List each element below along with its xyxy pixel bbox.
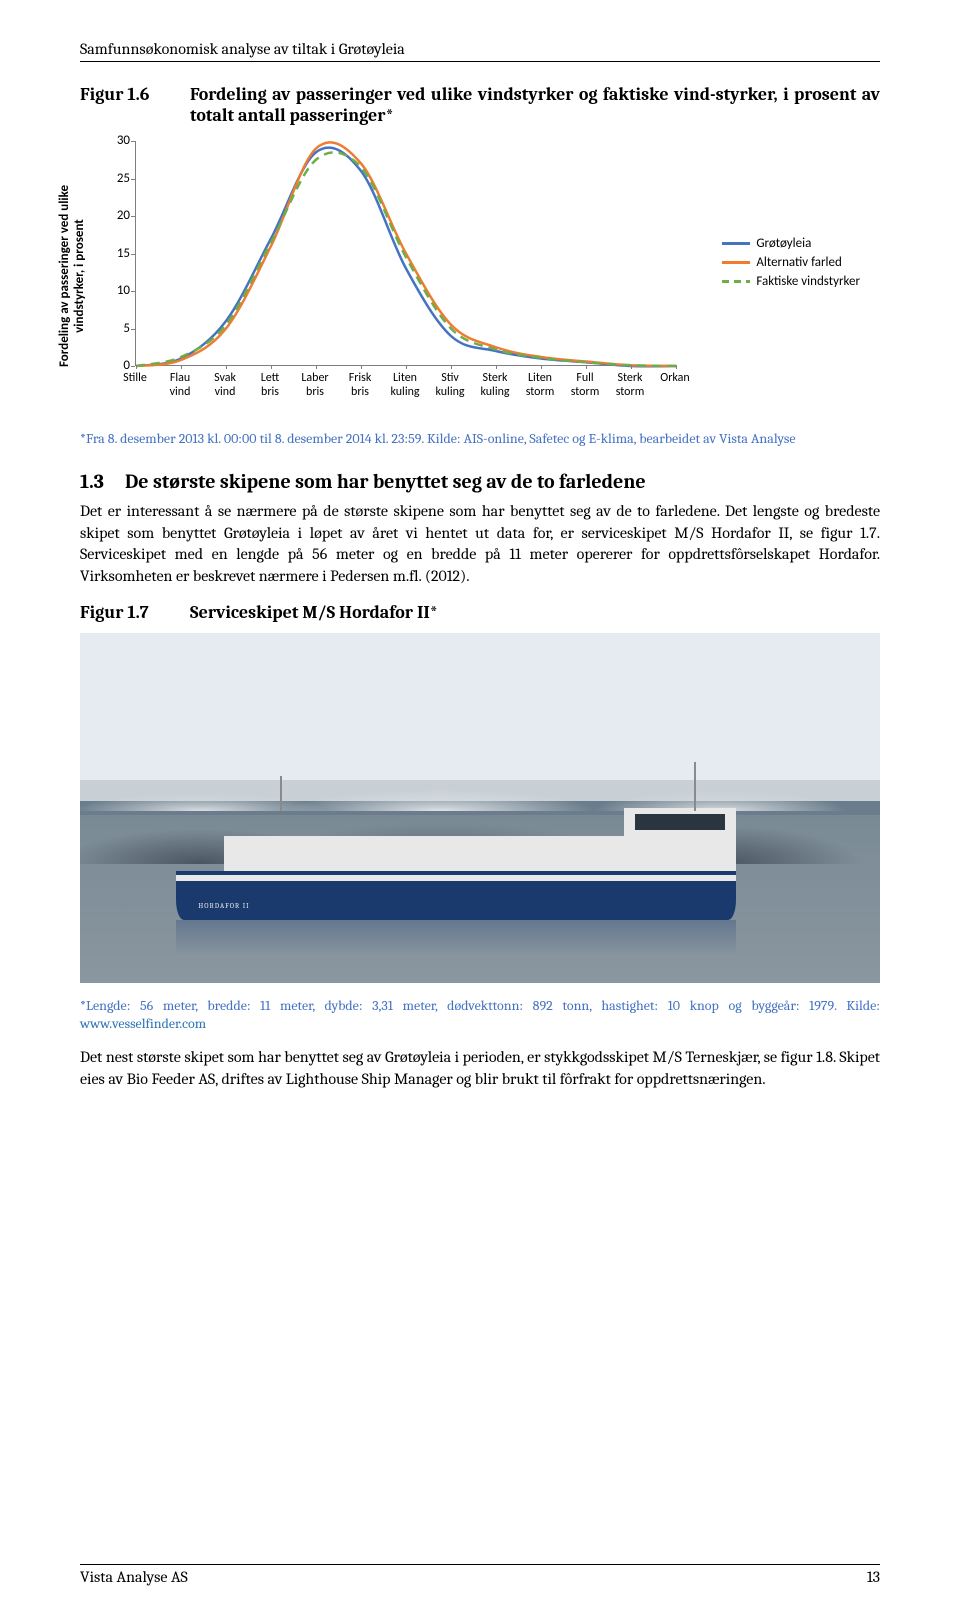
figure-1-7-title: Serviceskipet M/S Hordafor II* [190,602,438,623]
figure-1-7-heading: Figur 1.7 Serviceskipet M/S Hordafor II* [80,602,880,623]
figure-1-6-number: Figur 1.6 [80,84,190,126]
legend-item: Grøtøyleia [722,236,860,251]
section-1-3-title: De største skipene som har benyttet seg … [125,470,646,493]
ship-photo: HORDAFOR II [80,633,880,983]
legend-label: Faktiske vindstyrker [756,274,860,289]
legend-label: Alternativ farled [756,255,841,270]
chart-y-axis-label: Fordeling av passeringer ved ulikevindst… [57,146,87,406]
chart-ytick: 30 [110,133,130,148]
chart-ytick: 15 [110,246,130,261]
chart-xtick: Litenkuling [384,371,426,399]
legend-swatch [722,242,750,245]
page-header: Samfunnsøkonomisk analyse av tiltak i Gr… [80,40,880,62]
figure-1-7-number: Figur 1.7 [80,602,190,623]
figure-1-7-caption: *Lengde: 56 meter, bredde: 11 meter, dyb… [80,997,880,1033]
chart-xtick: Stivkuling [429,371,471,399]
section-1-3-body: Det er interessant å se nærmere på de st… [80,501,880,587]
legend-item: Faktiske vindstyrker [722,274,860,289]
chart-xtick: Flauvind [159,371,201,399]
chart-xtick: Svakvind [204,371,246,399]
figure-1-6-source: *Fra 8. desember 2013 kl. 00:00 til 8. d… [80,430,880,448]
chart-series-line [136,152,676,366]
figure-1-6-title: Fordeling av passeringer ved ulike vinds… [190,84,880,126]
legend-item: Alternativ farled [722,255,860,270]
chart-ytick: 10 [110,283,130,298]
section-1-3-number: 1.3 [80,470,125,493]
footer-page-number: 13 [867,1568,880,1586]
chart-ytick: 25 [110,171,130,186]
chart-plot-area [135,141,675,366]
chart-xtick: Sterkkuling [474,371,516,399]
chart-xtick: Lettbris [249,371,291,399]
chart-xtick: Litenstorm [519,371,561,399]
chart-xtick: Sterkstorm [609,371,651,399]
chart-xtick: Orkan [654,371,696,385]
page-footer: Vista Analyse AS 13 [80,1564,880,1586]
paragraph-next-ship: Det nest største skipet som har benyttet… [80,1047,880,1090]
chart-xtick: Laberbris [294,371,336,399]
legend-swatch [722,261,750,264]
ship-hull: HORDAFOR II [176,871,736,920]
legend-label: Grøtøyleia [756,236,811,251]
chart-xtick: Friskbris [339,371,381,399]
chart-ytick: 20 [110,208,130,223]
source-link[interactable]: www.vesselfinder.com [80,1015,206,1032]
chart-legend: Grøtøyleia Alternativ farled Faktiske vind… [722,236,860,293]
footer-publisher: Vista Analyse AS [80,1568,188,1586]
chart-xtick: Fullstorm [564,371,606,399]
legend-swatch [722,280,750,283]
chart-ytick: 5 [110,321,130,336]
chart-xtick: Stille [114,371,156,385]
figure-1-6-heading: Figur 1.6 Fordeling av passeringer ved u… [80,84,880,126]
wind-distribution-chart: Fordeling av passeringer ved ulikevindst… [80,136,860,416]
section-1-3-heading: 1.3 De største skipene som har benyttet … [80,470,880,493]
